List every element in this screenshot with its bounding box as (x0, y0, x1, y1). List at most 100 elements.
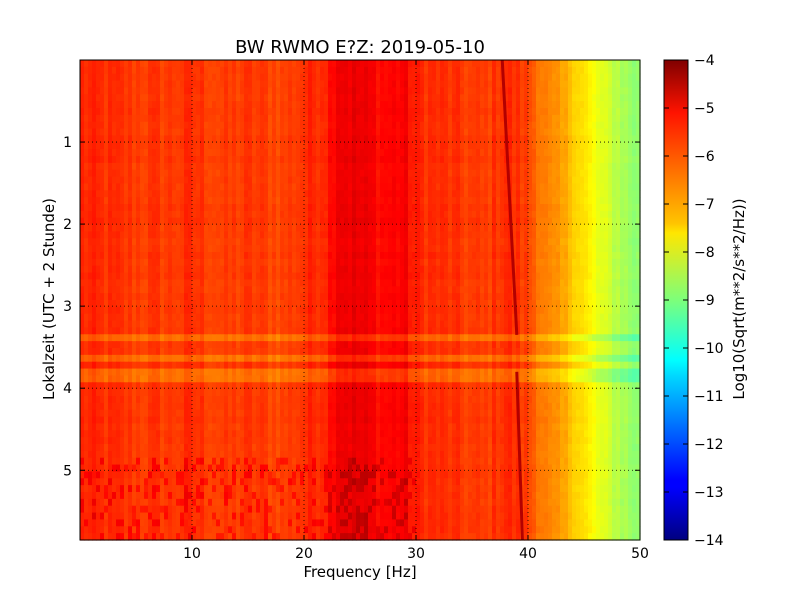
heatmap-cell (300, 183, 305, 191)
heatmap-cell (80, 300, 85, 308)
heatmap-cell (220, 162, 225, 171)
heatmap-cell (252, 217, 257, 226)
heatmap-cell (436, 169, 441, 178)
heatmap-cell (516, 293, 521, 301)
heatmap-cell (440, 135, 445, 143)
heatmap-cell (528, 128, 533, 137)
heatmap-cell (472, 156, 477, 164)
heatmap-cell (456, 231, 461, 239)
heatmap-cell (580, 73, 585, 82)
heatmap-cell (188, 108, 193, 116)
heatmap-cell (412, 114, 417, 123)
heatmap-cell (484, 156, 489, 164)
heatmap-cell (300, 156, 305, 164)
heatmap-cell (508, 156, 513, 164)
heatmap-cell (432, 128, 437, 137)
heatmap-cell (424, 94, 429, 102)
heatmap-cell (408, 121, 413, 130)
heatmap-cell (144, 176, 149, 185)
heatmap-cell (168, 197, 173, 205)
heatmap-cell (608, 224, 613, 233)
heatmap-cell (96, 176, 101, 185)
heatmap-cell (468, 73, 473, 82)
heatmap-cell (104, 224, 109, 233)
heatmap-cell (168, 279, 173, 287)
heatmap-cell (140, 279, 145, 287)
heatmap-cell (336, 183, 341, 191)
heatmap-cell (520, 66, 525, 75)
heatmap-cell (216, 286, 221, 294)
heatmap-cell (276, 197, 281, 205)
heatmap-cell (352, 272, 357, 281)
heatmap-cell (440, 245, 445, 253)
heatmap-cell (248, 87, 253, 95)
heatmap-cell (432, 252, 437, 260)
heatmap-cell (496, 272, 501, 281)
heatmap-cell (364, 60, 369, 68)
heatmap-cell (516, 87, 521, 95)
heatmap-cell (136, 73, 141, 82)
heatmap-cell (140, 204, 145, 212)
heatmap-cell (380, 142, 385, 150)
heatmap-cell (280, 224, 285, 233)
heatmap-cell (112, 286, 117, 294)
heatmap-cell (496, 108, 501, 116)
heatmap-cell (320, 60, 325, 68)
heatmap-cell (244, 156, 249, 164)
heatmap-cell (564, 217, 569, 226)
heatmap-cell (168, 142, 173, 150)
heatmap-cell (380, 66, 385, 75)
heatmap-cell (600, 293, 605, 301)
heatmap-cell (260, 197, 265, 205)
heatmap-cell (520, 286, 525, 294)
heatmap-cell (308, 114, 313, 123)
heatmap-cell (488, 293, 493, 301)
heatmap-cell (548, 231, 553, 239)
heatmap-cell (476, 190, 481, 198)
heatmap-cell (96, 80, 101, 89)
heatmap-cell (436, 245, 441, 253)
heatmap-cell (184, 114, 189, 123)
heatmap-cell (632, 252, 637, 260)
heatmap-cell (500, 231, 505, 239)
heatmap-cell (140, 169, 145, 178)
heatmap-cell (344, 80, 349, 89)
heatmap-cell (212, 169, 217, 178)
heatmap-cell (412, 210, 417, 219)
heatmap-cell (488, 258, 493, 267)
heatmap-cell (288, 135, 293, 143)
heatmap-cell (372, 238, 377, 246)
heatmap-cell (284, 204, 289, 212)
heatmap-cell (100, 245, 105, 253)
heatmap-cell (156, 121, 161, 130)
heatmap-cell (152, 142, 157, 150)
heatmap-cell (392, 108, 397, 116)
heatmap-cell (88, 258, 93, 267)
heatmap-cell (452, 217, 457, 226)
heatmap-cell (280, 128, 285, 137)
heatmap-cell (576, 238, 581, 246)
heatmap-cell (468, 121, 473, 130)
heatmap-cell (124, 73, 129, 82)
heatmap-cell (556, 279, 561, 287)
heatmap-cell (308, 60, 313, 68)
heatmap-cell (328, 231, 333, 239)
heatmap-cell (636, 101, 641, 109)
heatmap-cell (216, 135, 221, 143)
heatmap-cell (344, 231, 349, 239)
heatmap-cell (140, 80, 145, 89)
heatmap-cell (508, 265, 513, 274)
heatmap-cell (80, 197, 85, 205)
heatmap-cell (404, 176, 409, 185)
heatmap-cell (596, 286, 601, 294)
heatmap-cell (220, 279, 225, 287)
heatmap-cell (572, 66, 577, 75)
heatmap-cell (364, 128, 369, 137)
heatmap-cell (180, 142, 185, 150)
heatmap-cell (208, 156, 213, 164)
heatmap-cell (144, 66, 149, 75)
heatmap-cell (520, 60, 525, 68)
heatmap-cell (296, 204, 301, 212)
heatmap-cell (88, 121, 93, 130)
heatmap-cell (308, 224, 313, 233)
